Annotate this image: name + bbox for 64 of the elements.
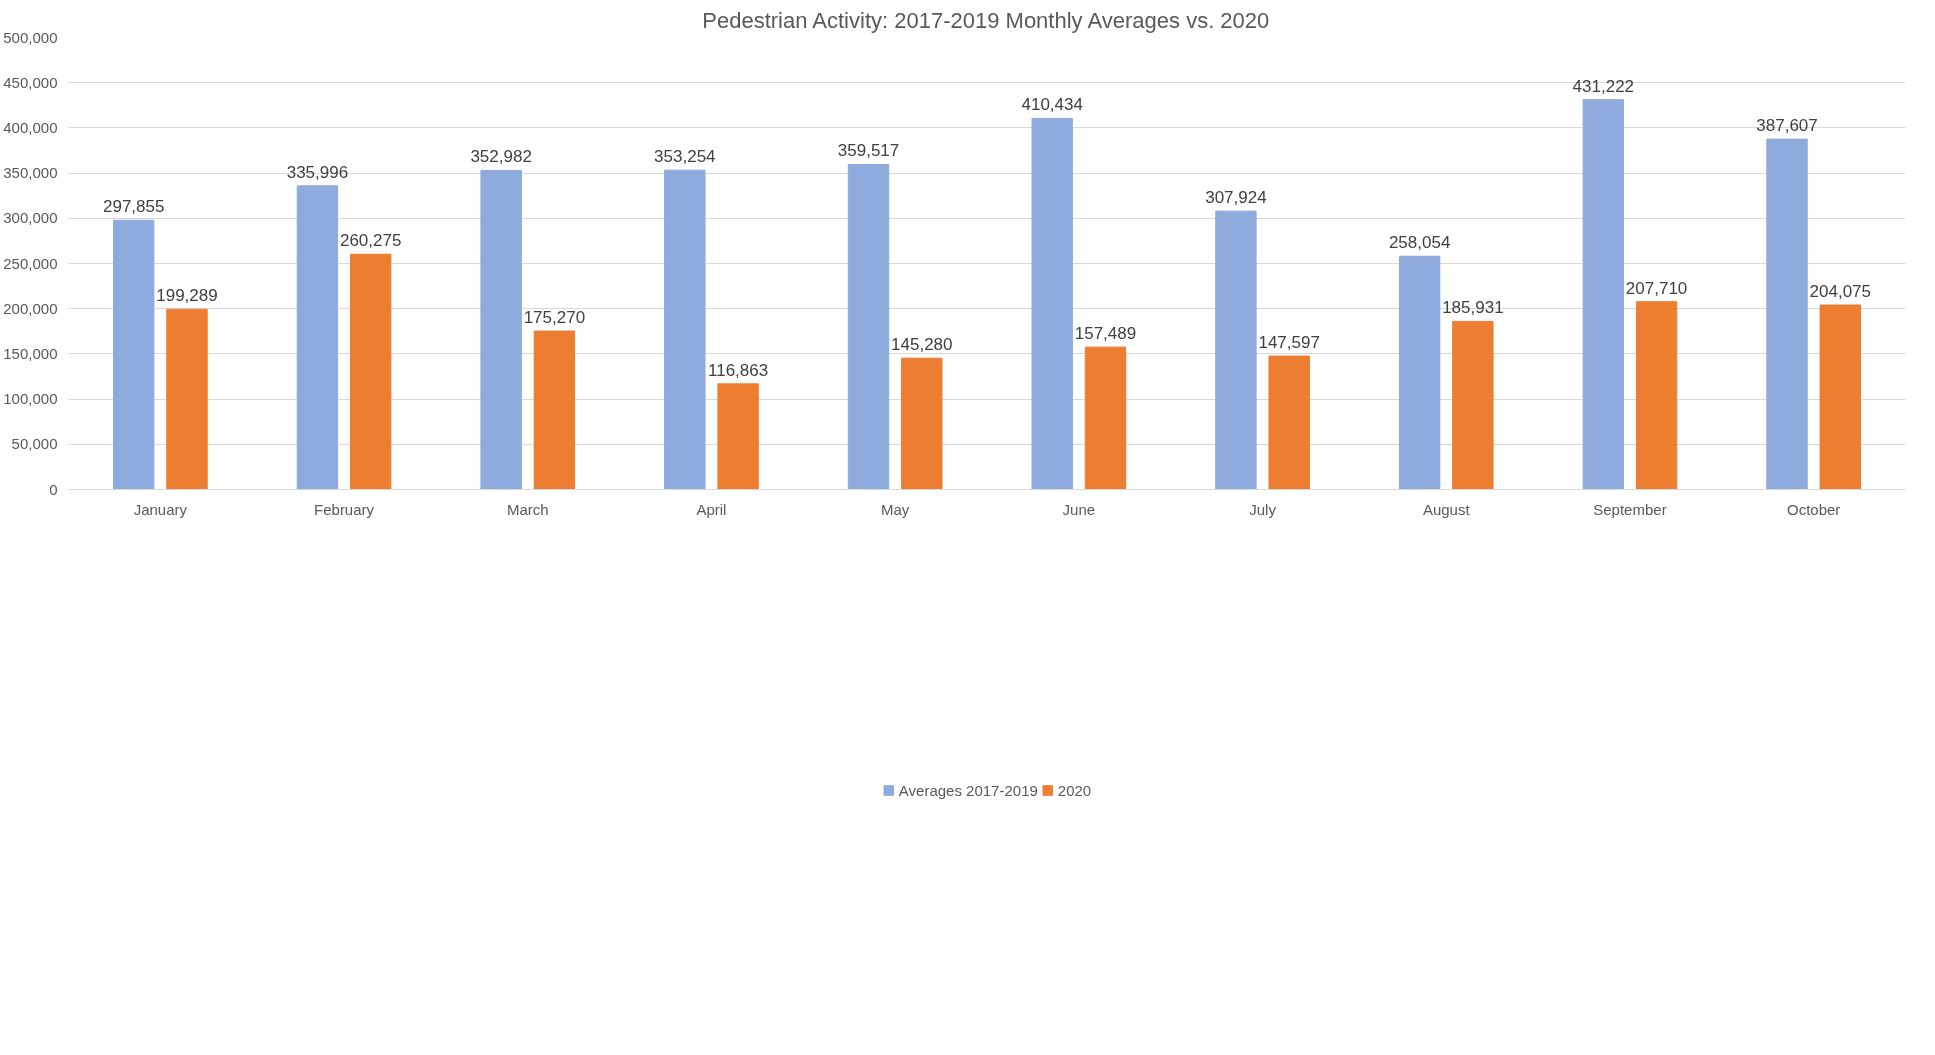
x-tick-label: September	[1593, 500, 1667, 518]
bar	[1268, 355, 1310, 490]
y-tick-label: 150,000	[3, 344, 58, 362]
data-label: 157,489	[1074, 324, 1137, 344]
y-tick-label: 450,000	[3, 73, 58, 91]
x-tick-label: October	[1786, 500, 1841, 518]
bar	[717, 383, 759, 490]
bar	[1398, 255, 1441, 490]
bar	[349, 253, 392, 490]
x-tick-label: January	[133, 500, 188, 518]
bar	[533, 330, 576, 490]
y-tick-label: 350,000	[3, 164, 58, 182]
chart-title: Pedestrian Activity: 2017-2019 Monthly Averages vs. 2020	[702, 7, 1270, 33]
bar	[901, 357, 943, 490]
x-tick-label: February	[314, 500, 375, 518]
legend-label: Averages 2017-2019	[898, 781, 1038, 799]
x-tick-label: April	[696, 500, 727, 518]
data-label: 185,931	[1442, 298, 1504, 318]
y-tick-label: 300,000	[3, 209, 58, 227]
data-label: 175,270	[523, 308, 586, 328]
bar	[1031, 117, 1073, 490]
data-label: 207,710	[1625, 278, 1688, 298]
data-label: 199,289	[156, 286, 218, 306]
bar	[166, 308, 208, 490]
bar	[1635, 301, 1678, 490]
data-label: 297,855	[102, 197, 165, 217]
y-tick-label: 200,000	[3, 299, 58, 317]
bar	[1766, 138, 1808, 490]
legend-label: 2020	[1057, 781, 1092, 799]
data-label: 387,607	[1756, 116, 1818, 136]
x-tick-label: March	[506, 500, 549, 518]
bar	[296, 185, 339, 490]
data-label: 145,280	[891, 335, 953, 355]
bar	[1452, 320, 1494, 490]
y-tick-label: 500,000	[3, 28, 58, 46]
x-tick-label: June	[1062, 500, 1096, 518]
y-tick-label: 400,000	[3, 118, 58, 136]
bar	[1582, 99, 1625, 490]
data-label: 352,982	[470, 147, 532, 167]
data-label: 410,434	[1021, 95, 1083, 115]
y-tick-label: 50,000	[11, 435, 58, 453]
bar	[113, 219, 155, 490]
data-label: 260,275	[339, 231, 402, 251]
y-tick-label: 100,000	[3, 390, 58, 408]
x-tick-label: May	[880, 500, 910, 518]
data-label: 204,075	[1809, 282, 1872, 302]
data-label: 359,517	[837, 141, 900, 161]
data-label: 431,222	[1572, 76, 1635, 96]
bar	[480, 169, 522, 490]
data-label: 258,054	[1388, 233, 1451, 253]
bar	[664, 169, 706, 490]
y-tick-label: 250,000	[3, 254, 58, 272]
x-tick-label: August	[1422, 500, 1471, 518]
y-tick-label: 0	[49, 480, 58, 498]
bar	[1819, 304, 1861, 490]
x-tick-label: July	[1249, 500, 1277, 518]
data-label: 116,863	[707, 360, 769, 380]
bar	[1215, 210, 1257, 490]
data-label: 335,996	[286, 162, 349, 182]
data-label: 147,597	[1258, 333, 1320, 353]
bar	[1084, 346, 1127, 490]
bar	[847, 164, 890, 490]
data-label: 307,924	[1205, 188, 1267, 208]
data-label: 353,254	[654, 147, 716, 167]
